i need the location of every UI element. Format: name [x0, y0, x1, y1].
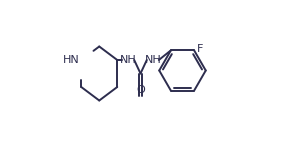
- Text: F: F: [197, 44, 203, 54]
- Text: NH: NH: [145, 55, 161, 65]
- Text: O: O: [136, 85, 145, 95]
- Text: HN: HN: [63, 55, 80, 65]
- Text: NH: NH: [120, 55, 137, 65]
